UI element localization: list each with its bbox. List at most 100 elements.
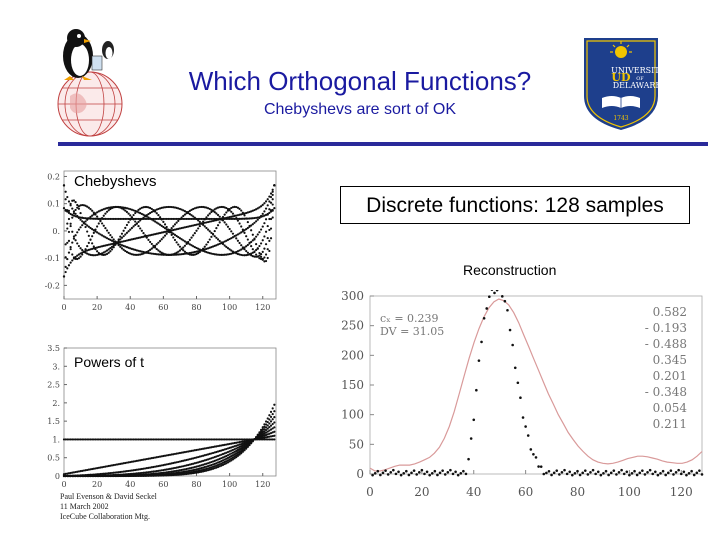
- chebyshev-point: [92, 231, 95, 234]
- power-point: [178, 465, 182, 469]
- chebyshev-point: [107, 217, 110, 221]
- power-point: [160, 438, 163, 441]
- chebyshev-point: [69, 224, 72, 228]
- power-point: [264, 423, 268, 426]
- data-point: [602, 472, 605, 475]
- power-point: [124, 461, 127, 465]
- power-point: [243, 441, 246, 445]
- power-point: [145, 474, 148, 477]
- chebyshev-point: [185, 212, 188, 215]
- power-point: [127, 469, 130, 473]
- power-point: [225, 460, 228, 463]
- power-point: [144, 474, 147, 477]
- chebyshev-point: [172, 253, 175, 256]
- power-point: [206, 438, 210, 441]
- power-point: [223, 460, 226, 464]
- power-point: [178, 473, 182, 476]
- chebyshev-point: [223, 240, 226, 243]
- power-point: [210, 460, 213, 464]
- chebyshev-point: [258, 216, 261, 220]
- chebyshev-point: [200, 222, 203, 225]
- chebyshev-point: [135, 249, 138, 252]
- power-point: [91, 438, 94, 441]
- chebyshev-point: [134, 220, 137, 223]
- chebyshev-point: [97, 222, 100, 225]
- data-point: [423, 472, 426, 476]
- chebyshev-point: [96, 231, 99, 234]
- power-point: [193, 449, 196, 452]
- power-point: [96, 474, 99, 478]
- chebyshev-point: [221, 219, 225, 222]
- chebyshev-point: [102, 217, 105, 220]
- power-point: [246, 445, 249, 449]
- y-tick-label: 0: [55, 472, 60, 481]
- chebyshev-point: [160, 238, 163, 241]
- chebyshev-point: [89, 238, 92, 241]
- chebyshev-point: [178, 237, 182, 240]
- chebyshev-point: [175, 206, 178, 210]
- chebyshev-point: [206, 241, 210, 244]
- chebyshev-point: [150, 242, 153, 246]
- chebyshev-point: [264, 200, 268, 203]
- power-point: [263, 436, 266, 439]
- power-point: [220, 453, 223, 456]
- power-point: [192, 438, 195, 441]
- power-point: [269, 431, 273, 435]
- chebyshev-point: [271, 209, 274, 212]
- power-point: [87, 438, 90, 441]
- chebyshev-point: [117, 206, 120, 209]
- chebyshev-point: [147, 238, 150, 241]
- data-point: [371, 473, 374, 477]
- data-point: [576, 469, 579, 473]
- chebyshev-point: [104, 244, 107, 247]
- power-point: [132, 438, 135, 441]
- power-point: [206, 446, 210, 449]
- chebyshev-point: [255, 208, 258, 211]
- power-point: [64, 474, 67, 478]
- chebyshev-point: [134, 237, 137, 240]
- power-point: [117, 438, 120, 441]
- power-point: [142, 458, 145, 461]
- power-point: [162, 454, 165, 458]
- chebyshev-point: [178, 253, 182, 256]
- power-point: [132, 474, 135, 478]
- chebyshev-point: [109, 206, 112, 209]
- power-point: [163, 438, 167, 441]
- y-tick-label: 100: [341, 408, 364, 422]
- chebyshev-point: [241, 228, 244, 231]
- chebyshev-point: [87, 241, 90, 244]
- chebyshev-point: [64, 190, 67, 193]
- power-point: [158, 474, 162, 477]
- credit-date: 11 March 2002: [60, 502, 109, 511]
- chebyshev-point: [197, 247, 200, 250]
- chebyshev-point: [120, 247, 124, 250]
- chebyshev-point: [228, 252, 231, 256]
- chebyshev-point: [230, 249, 233, 252]
- power-point: [158, 438, 162, 441]
- power-point: [273, 416, 276, 419]
- chebyshev-point: [241, 211, 244, 214]
- chebyshev-point: [71, 253, 74, 256]
- power-point: [211, 438, 215, 441]
- chebyshev-point: [71, 213, 74, 217]
- power-point: [124, 470, 127, 473]
- chebyshev-point: [263, 260, 266, 263]
- power-point: [264, 420, 268, 423]
- chebyshev-point: [139, 236, 142, 239]
- chebyshev-point: [84, 217, 87, 220]
- chebyshev-point: [97, 232, 100, 235]
- power-point: [269, 428, 273, 431]
- power-point: [82, 474, 85, 478]
- chebyshev-point: [105, 249, 109, 252]
- power-point: [241, 444, 244, 447]
- chebyshev-point: [165, 230, 168, 233]
- power-point: [158, 464, 162, 467]
- chebyshev-point: [238, 222, 241, 225]
- chebyshev-point: [268, 208, 271, 211]
- chebyshev-point: [74, 200, 77, 204]
- chebyshev-point: [132, 213, 135, 217]
- chebyshev-point: [117, 217, 120, 221]
- chebyshev-point: [206, 247, 210, 250]
- chebyshev-point: [263, 210, 266, 213]
- chebyshev-point: [208, 252, 211, 255]
